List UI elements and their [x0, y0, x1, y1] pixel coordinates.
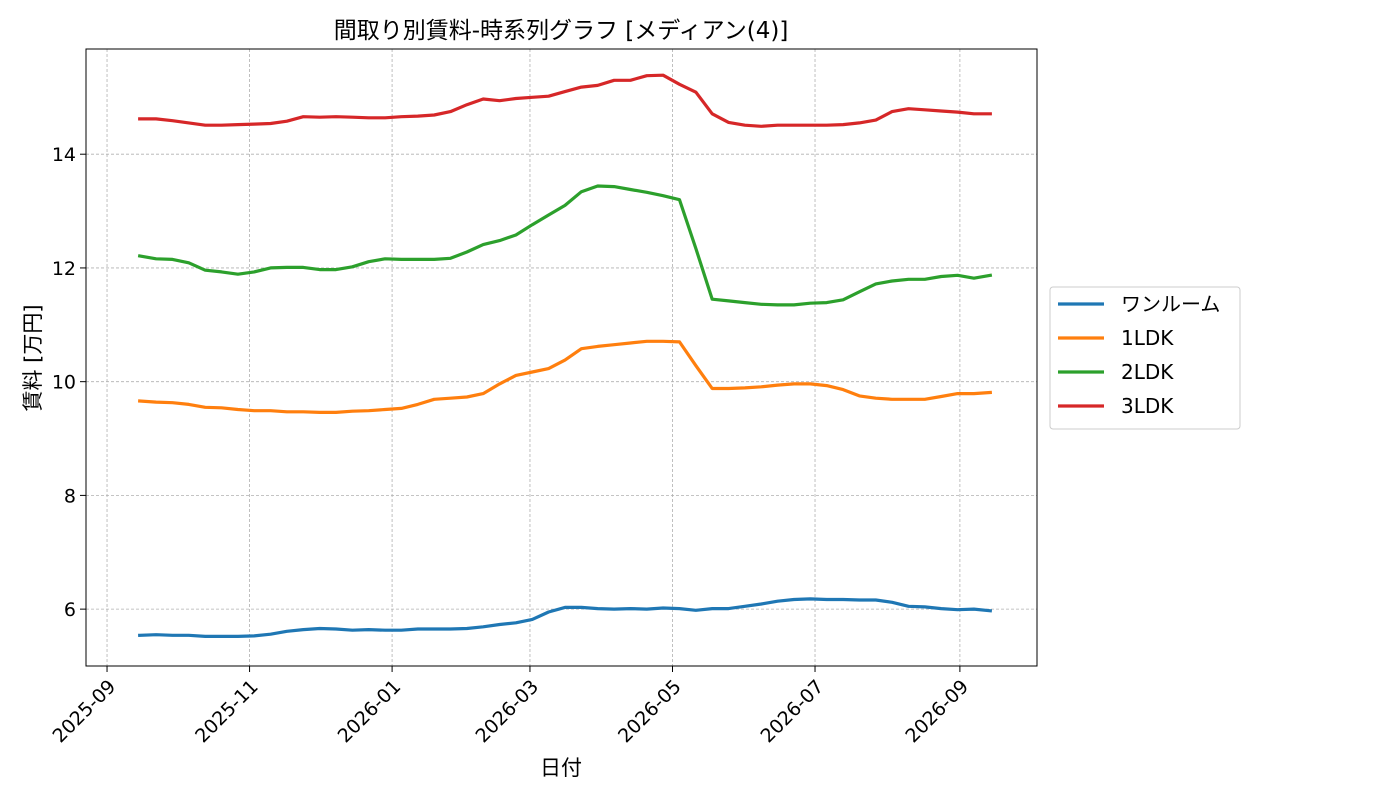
- y-tick-label: 10: [52, 372, 76, 394]
- chart-title: 間取り別賃料-時系列グラフ [メディアン(4)]: [334, 18, 789, 44]
- series-line: [138, 597, 993, 639]
- y-axis-label: 賃料 [万円]: [21, 304, 45, 411]
- series-line: [138, 73, 992, 128]
- y-tick-label: 12: [52, 258, 76, 280]
- series-line: [137, 339, 993, 414]
- legend-label: 1LDK: [1121, 326, 1174, 350]
- y-axis: 6 8 10 12 14: [52, 144, 86, 621]
- series-line: [137, 184, 993, 307]
- legend-label: ワンルーム: [1121, 292, 1220, 316]
- x-axis-label: 日付: [540, 756, 582, 780]
- y-tick-label: 8: [64, 485, 76, 507]
- y-tick-label: 14: [52, 144, 76, 166]
- plot-area-frame: [85, 48, 1038, 667]
- legend-label: 2LDK: [1121, 360, 1174, 384]
- series-lines: [137, 73, 993, 639]
- legend-label: 3LDK: [1121, 394, 1174, 418]
- legend-box: [1049, 286, 1241, 430]
- y-tick-label: 6: [64, 599, 76, 621]
- legend: ワンルーム 1LDK 2LDK 3LDK: [1049, 286, 1241, 430]
